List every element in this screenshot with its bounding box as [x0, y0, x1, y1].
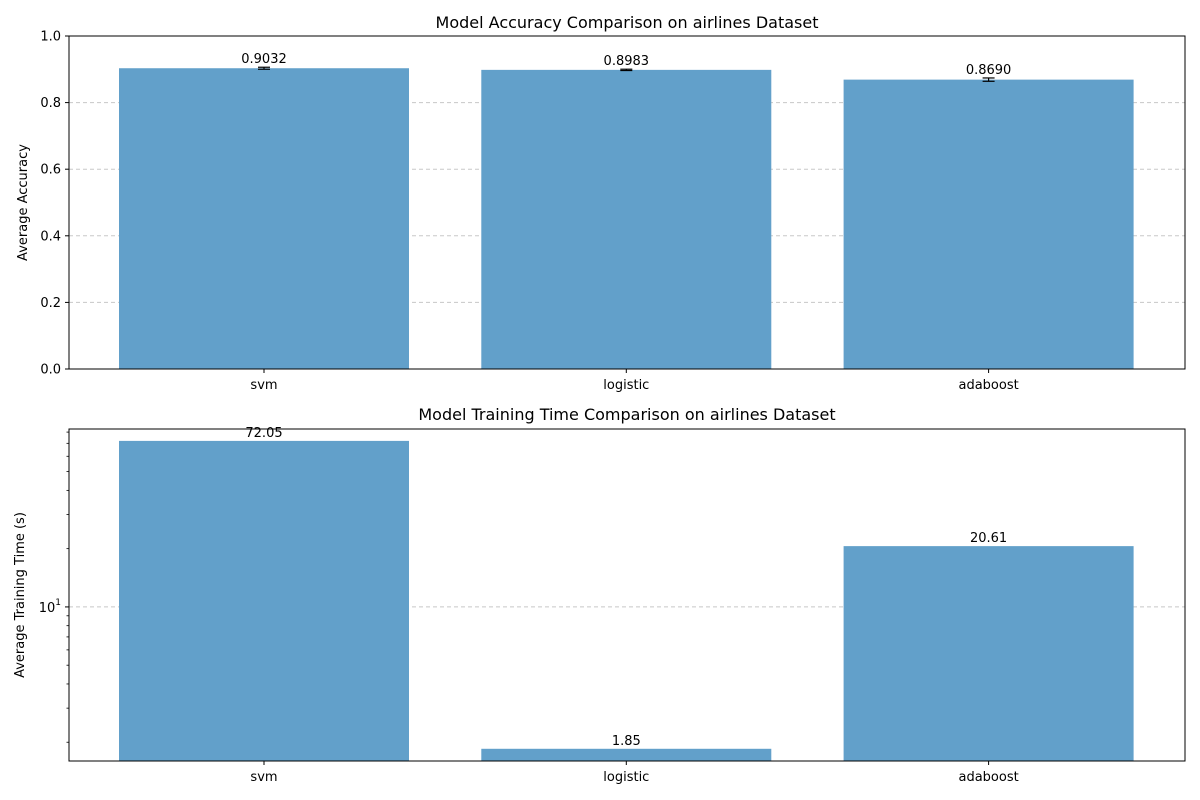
- training-time-chart: Model Training Time Comparison on airlin…: [13, 405, 1186, 785]
- bar-svm: [119, 68, 409, 369]
- plot-frame: [68, 35, 1186, 370]
- bar-svm: [119, 440, 409, 761]
- data-label: 72.05: [245, 426, 282, 441]
- x-tick-label: logistic: [603, 770, 649, 785]
- plot-frame: [68, 428, 1186, 762]
- chart-title: Model Training Time Comparison on airlin…: [418, 405, 835, 424]
- y-tick-label: 0.2: [40, 296, 61, 311]
- y-tick-label: 1.0: [40, 30, 61, 45]
- data-label: 0.8690: [966, 63, 1012, 78]
- accuracy-chart: Model Accuracy Comparison on airlines Da…: [16, 13, 1186, 393]
- y-tick-label: 101: [39, 598, 61, 616]
- x-tick-label: svm: [250, 770, 277, 785]
- chart-title: Model Accuracy Comparison on airlines Da…: [436, 13, 819, 32]
- bar-logistic: [481, 748, 772, 761]
- data-label: 0.9032: [241, 52, 287, 67]
- y-tick-label: 0.4: [40, 229, 61, 244]
- x-tick-label: adaboost: [958, 378, 1018, 393]
- bar-logistic: [481, 69, 772, 370]
- y-axis-label: Average Accuracy: [16, 144, 31, 261]
- bar-adaboost: [843, 546, 1134, 761]
- data-label: 0.8983: [604, 54, 650, 69]
- y-tick-label: 0.6: [40, 163, 61, 178]
- y-tick-label: 0.0: [40, 363, 61, 378]
- y-tick-label: 0.8: [40, 96, 61, 111]
- data-label: 1.85: [612, 734, 641, 749]
- x-tick-label: logistic: [603, 378, 649, 393]
- y-axis-label: Average Training Time (s): [13, 512, 28, 678]
- x-tick-label: adaboost: [958, 770, 1018, 785]
- bar-adaboost: [843, 79, 1134, 370]
- data-label: 20.61: [970, 531, 1007, 546]
- x-tick-label: svm: [250, 378, 277, 393]
